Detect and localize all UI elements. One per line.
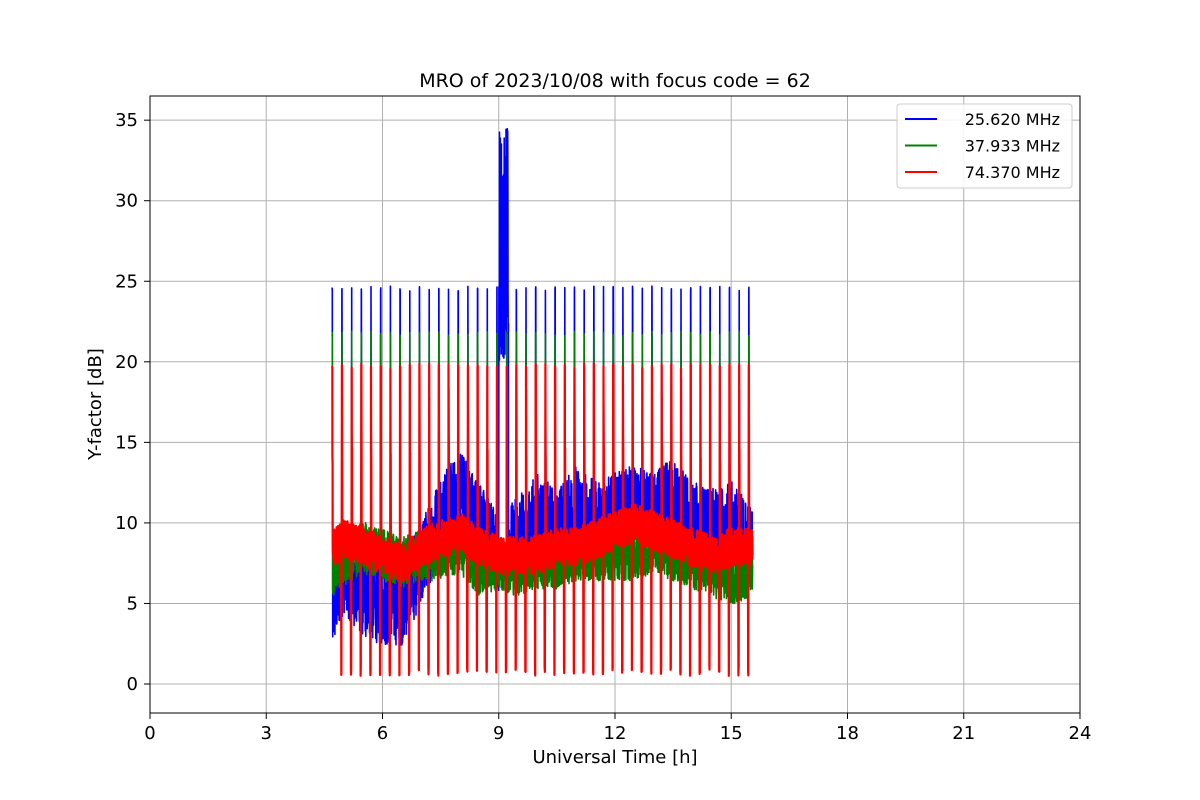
y-tick-label: 15 [115, 432, 138, 453]
x-tick-label: 6 [377, 723, 388, 744]
axis-ticks: 0 3 6 9 12 15 18 21 24 0 5 10 15 20 25 30 35 [115, 110, 1091, 744]
plot-area [331, 127, 754, 677]
x-axis-label: Universal Time [h] [532, 747, 697, 768]
y-tick-label: 25 [115, 271, 138, 292]
x-tick-label: 9 [493, 723, 504, 744]
x-tick-label: 3 [261, 723, 272, 744]
legend-label: 74.370 MHz [965, 163, 1060, 182]
x-tick-label: 0 [144, 723, 155, 744]
x-tick-label: 24 [1069, 723, 1092, 744]
y-axis-label: Y-factor [dB] [85, 348, 106, 461]
legend-box [896, 103, 1073, 189]
x-tick-label: 12 [604, 723, 627, 744]
legend: 25.620 MHz 37.933 MHz 74.370 MHz [896, 103, 1073, 189]
chart-title: MRO of 2023/10/08 with focus code = 62 [419, 70, 811, 92]
y-tick-label: 10 [115, 513, 138, 534]
series-line-3 [331, 362, 754, 677]
x-tick-label: 15 [720, 723, 743, 744]
y-tick-label: 5 [127, 593, 138, 614]
legend-label: 37.933 MHz [965, 137, 1060, 156]
y-tick-label: 30 [115, 191, 138, 212]
x-tick-label: 18 [836, 723, 859, 744]
legend-label: 25.620 MHz [965, 110, 1060, 129]
y-tick-label: 35 [115, 110, 138, 131]
y-tick-label: 0 [127, 674, 138, 695]
y-tick-label: 20 [115, 352, 138, 373]
x-tick-label: 21 [952, 723, 975, 744]
